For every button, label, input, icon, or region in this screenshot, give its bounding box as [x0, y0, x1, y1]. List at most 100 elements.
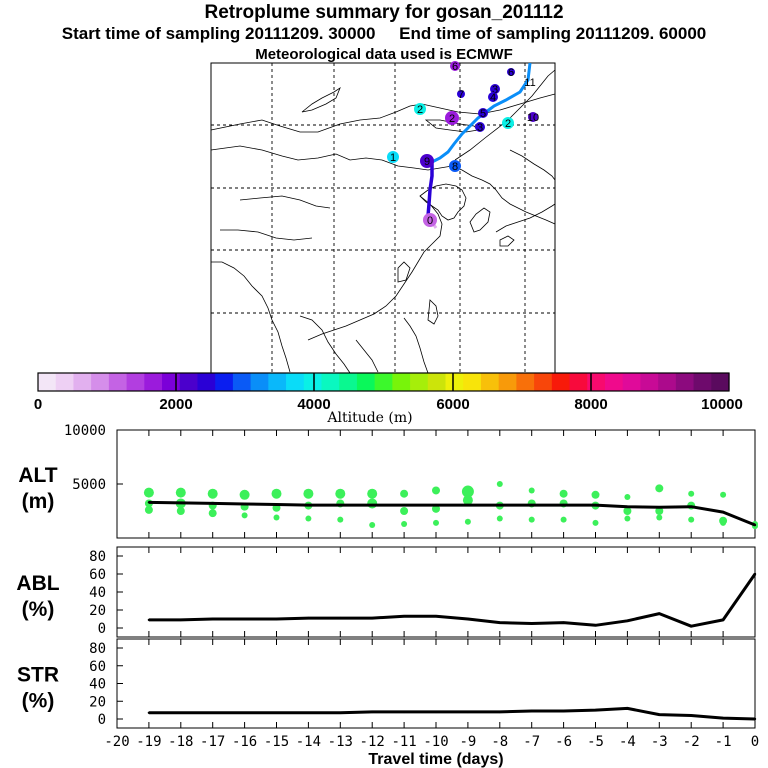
trajectory-marker-label: 3 [492, 84, 498, 96]
trajectory-marker-label: 5 [480, 108, 486, 120]
chart-title: Retroplume summary for gosan_201112 [204, 2, 564, 23]
altitude-point [208, 509, 217, 518]
x-tick-label: 0 [751, 734, 759, 750]
colorbar-cell [640, 373, 659, 391]
panel-label: ABL [16, 572, 59, 595]
trajectory-marker-label: 6 [452, 61, 458, 73]
y-tick-label: 5000 [72, 477, 106, 493]
trajectory-marker [502, 117, 514, 129]
altitude-point [591, 490, 600, 499]
colorbar-cell [445, 373, 464, 391]
x-tick-label: -9 [459, 734, 476, 750]
colorbar-frame [37, 372, 730, 392]
map-frame [210, 62, 556, 374]
colorbar-cell [516, 373, 535, 391]
colorbar-cell [268, 373, 287, 391]
altitude-point [560, 516, 567, 523]
altitude-point [305, 515, 312, 522]
altitude-point [432, 504, 440, 513]
x-tick-label: -18 [168, 734, 193, 750]
series-point [211, 502, 214, 505]
colorbar-cell [587, 373, 606, 391]
series-point [371, 710, 374, 714]
colorbar-cell [427, 373, 447, 391]
colorbar-cell [215, 373, 234, 391]
trajectory-marker [457, 90, 465, 98]
colorbar-cell [604, 373, 624, 391]
altitude-point [335, 488, 346, 499]
x-tick-label: -14 [296, 734, 321, 750]
colorbar-cell [321, 373, 340, 391]
series-point [147, 618, 151, 622]
panel-unit: (%) [22, 690, 55, 713]
x-tick-label: -20 [104, 734, 129, 750]
altitude-point [144, 505, 153, 514]
trajectory-marker [450, 61, 460, 71]
colorbar-cell [711, 373, 730, 391]
series-point [721, 716, 725, 720]
trajectory-marker-label: 2 [449, 113, 455, 125]
panel-frame [116, 546, 756, 638]
series-point [339, 616, 342, 620]
series-point [753, 717, 757, 721]
colorbar-cell [551, 373, 571, 391]
altitude-point [461, 485, 474, 498]
trajectory-marker [387, 151, 399, 163]
trajectory-marker [507, 68, 515, 76]
series-point [626, 505, 629, 508]
y-tick-label: 0 [98, 621, 106, 637]
colorbar-cell [374, 373, 393, 391]
panel-label: ALT [18, 464, 57, 487]
colorbar-cell [38, 373, 57, 391]
series-point [626, 707, 629, 710]
trajectory-marker-label: 8 [452, 161, 458, 173]
series-point [307, 616, 310, 620]
colorbar-cell [675, 373, 695, 391]
start-time-label: Start time of sampling 20111209. 30000 [61, 24, 376, 43]
colorbar-cell [339, 373, 358, 391]
series-point [721, 510, 725, 514]
trajectory-marker [414, 103, 426, 115]
series-point [243, 502, 246, 506]
series-point [339, 503, 342, 507]
colorbar-cell [179, 373, 199, 391]
series-point [594, 708, 597, 712]
series-point [690, 625, 693, 628]
series-point [530, 709, 533, 713]
colorbar-cell [410, 373, 429, 391]
series-point [658, 713, 661, 716]
series-point [371, 616, 374, 620]
altitude-point [207, 488, 218, 499]
trajectory-marker-label: 4 [490, 92, 496, 104]
series-point [562, 503, 565, 507]
series-point [179, 618, 182, 622]
series-line-alt [148, 500, 756, 527]
altitude-point [624, 515, 631, 522]
altitude-point [175, 487, 186, 498]
altitude-point [720, 519, 727, 526]
series-point [658, 612, 661, 615]
series-point [498, 710, 501, 714]
x-tick-label: -8 [491, 734, 508, 750]
trajectory-marker [528, 112, 538, 122]
colorbar-cell [144, 373, 163, 391]
colorbar-tick: 2000 [159, 396, 192, 413]
altitude-point [688, 490, 695, 497]
altitude-point [273, 514, 280, 521]
series-point [434, 615, 438, 618]
altitude-point [271, 488, 282, 499]
end-time-label: End time of sampling 20111209. 60000 [399, 24, 707, 43]
altitude-point [367, 488, 378, 499]
x-tick-label: -11 [391, 734, 416, 750]
colorbar-tick: 6000 [436, 396, 469, 413]
colorbar-tick: 0 [34, 396, 42, 413]
series-point [147, 501, 151, 504]
y-tick-label: 80 [89, 549, 106, 565]
series-line-abl [148, 573, 757, 628]
colorbar-cell [622, 373, 642, 391]
trajectory-marker [475, 122, 485, 132]
trajectory-marker [420, 154, 434, 168]
